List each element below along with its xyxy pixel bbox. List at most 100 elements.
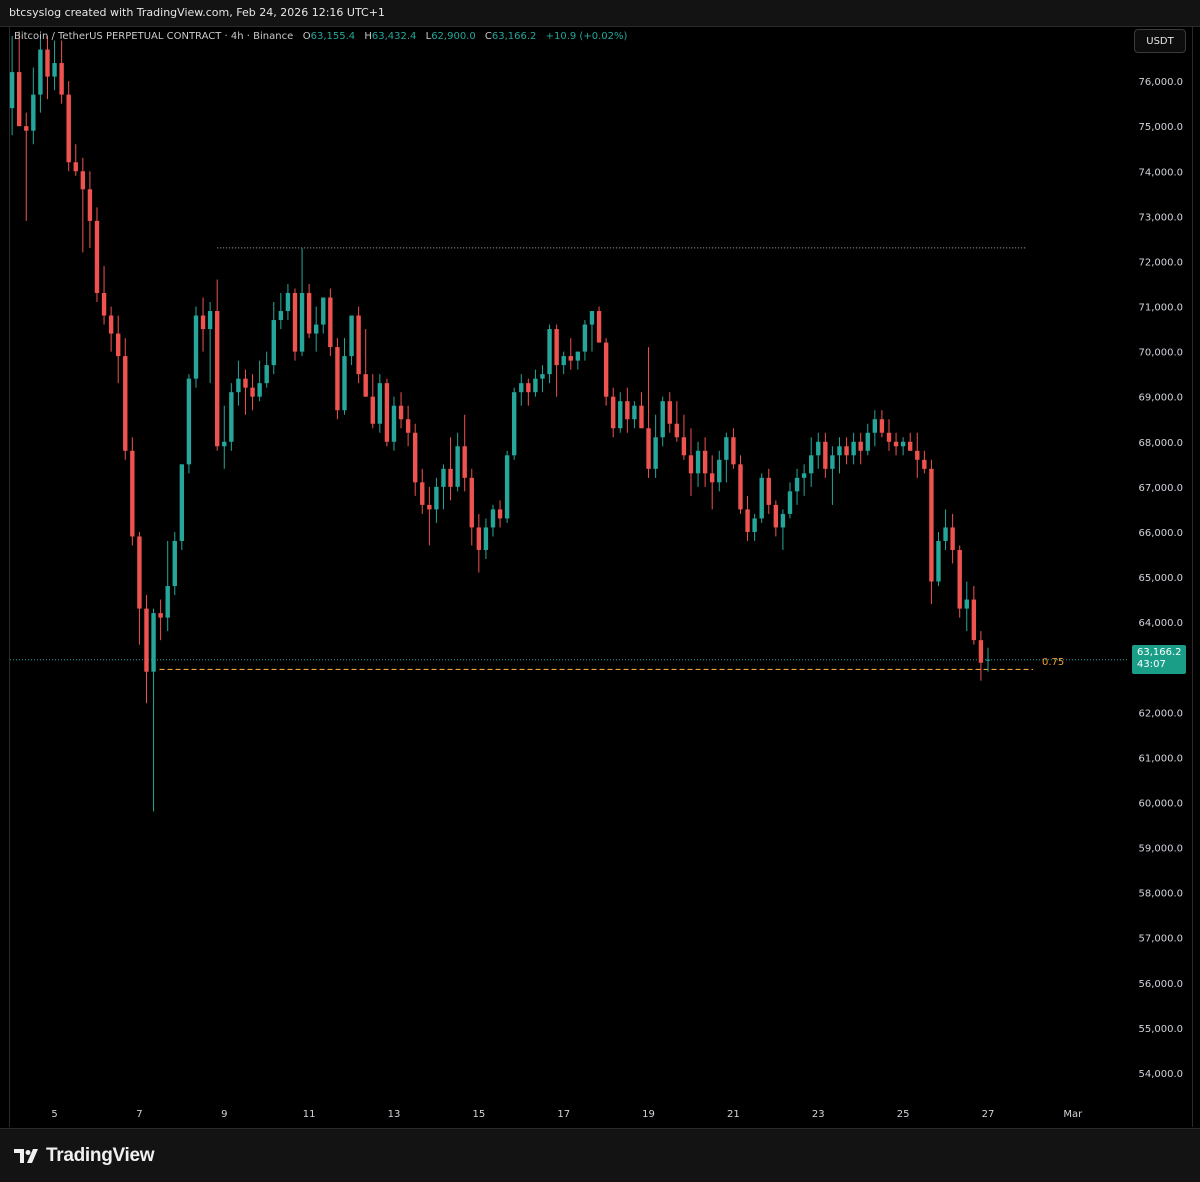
candle-body bbox=[759, 477, 764, 519]
candle-body bbox=[45, 49, 50, 77]
candle-body bbox=[130, 450, 135, 537]
candle-body bbox=[66, 94, 71, 163]
candle-body bbox=[314, 324, 319, 334]
candle-body bbox=[31, 94, 36, 131]
candle-body bbox=[207, 311, 213, 330]
candle-body bbox=[144, 608, 149, 672]
y-tick-label: 76,000.0 bbox=[1138, 77, 1183, 88]
high-label: H bbox=[364, 31, 372, 42]
candle-body bbox=[420, 482, 425, 505]
candle-body bbox=[844, 446, 849, 456]
candle-body bbox=[596, 311, 602, 343]
x-tick-label: 15 bbox=[472, 1109, 485, 1120]
candle-body bbox=[688, 455, 694, 474]
candle-body bbox=[957, 549, 962, 609]
candle-body bbox=[964, 599, 969, 609]
candle-body bbox=[299, 292, 305, 352]
candle-body bbox=[398, 405, 404, 420]
y-tick-label: 71,000.0 bbox=[1138, 303, 1183, 314]
currency-button[interactable]: USDT bbox=[1134, 29, 1186, 53]
candle-body bbox=[165, 586, 170, 618]
y-tick-label: 61,000.0 bbox=[1138, 753, 1183, 764]
candle-body bbox=[603, 342, 609, 397]
candle-body bbox=[215, 311, 220, 447]
candle-body bbox=[236, 378, 241, 393]
candle-body bbox=[9, 72, 15, 109]
candle-body bbox=[512, 392, 517, 456]
candle-body bbox=[674, 423, 680, 438]
candle-body bbox=[137, 536, 142, 609]
candle-body bbox=[476, 527, 482, 550]
candle-body bbox=[632, 405, 637, 420]
open-value: 63,155.4 bbox=[310, 31, 356, 42]
candle-body bbox=[278, 311, 284, 321]
candle-body bbox=[519, 383, 524, 393]
x-tick-label: 11 bbox=[303, 1109, 316, 1120]
candle-body bbox=[455, 446, 460, 487]
symbol-legend[interactable]: Bitcoin / TetherUS PERPETUAL CONTRACT · … bbox=[14, 31, 627, 42]
candle-body bbox=[469, 477, 474, 528]
candle-body bbox=[200, 315, 206, 330]
candle-body bbox=[243, 378, 248, 388]
candle-body bbox=[738, 464, 743, 510]
candle-body bbox=[413, 432, 418, 483]
candle-body bbox=[123, 356, 128, 451]
candle-body bbox=[851, 441, 856, 456]
candle-body bbox=[490, 509, 496, 528]
candle-body bbox=[108, 315, 114, 334]
candle-body bbox=[752, 518, 757, 532]
candlestick-chart[interactable]: 76,000.0 75,000.0 74,000.0 73,000.0 72,000.0… bbox=[0, 0, 1200, 1128]
candle-body bbox=[80, 171, 86, 190]
candle-body bbox=[582, 324, 588, 352]
open-label: O bbox=[302, 31, 311, 42]
candle-body bbox=[879, 419, 885, 433]
candle-body bbox=[766, 477, 771, 505]
candle-body bbox=[780, 513, 786, 528]
candle-body bbox=[773, 504, 779, 528]
candle-body bbox=[816, 441, 821, 456]
low-label: L bbox=[425, 31, 432, 42]
candle-body bbox=[306, 292, 312, 334]
top-bar: btcsyslog created with TradingView.com, … bbox=[0, 0, 1200, 27]
x-tick-label: 9 bbox=[221, 1109, 227, 1120]
candle-body bbox=[52, 63, 57, 77]
y-tick-label: 57,000.0 bbox=[1138, 934, 1183, 945]
candle-body bbox=[823, 441, 828, 469]
candle-body bbox=[533, 378, 538, 393]
candle-body bbox=[285, 292, 291, 312]
y-tick-label: 73,000.0 bbox=[1138, 212, 1183, 223]
candle-body bbox=[809, 455, 814, 474]
x-tick-label: 13 bbox=[388, 1109, 401, 1120]
candle-body bbox=[554, 329, 559, 366]
candle-body bbox=[17, 72, 22, 127]
candle-body bbox=[342, 356, 347, 411]
candle-body bbox=[667, 401, 672, 424]
candle-body bbox=[526, 383, 531, 393]
candle-body bbox=[830, 455, 835, 469]
candle-body bbox=[434, 486, 439, 510]
candle-body bbox=[653, 437, 658, 469]
candle-body bbox=[328, 297, 333, 348]
tradingview-logo[interactable]: TradingView bbox=[14, 1145, 155, 1167]
candle-body bbox=[370, 396, 375, 424]
symbol-name: Bitcoin / TetherUS PERPETUAL CONTRACT · … bbox=[14, 31, 294, 42]
candle-body bbox=[257, 383, 262, 397]
candle-body bbox=[985, 659, 991, 661]
candle-body bbox=[971, 599, 977, 641]
candle-body bbox=[101, 292, 107, 316]
y-tick-label: 67,000.0 bbox=[1138, 483, 1183, 494]
candle-body bbox=[731, 437, 736, 465]
candle-body bbox=[222, 441, 227, 447]
x-tick-label: 17 bbox=[557, 1109, 570, 1120]
candle-body bbox=[561, 356, 566, 366]
y-tick-label: 65,000.0 bbox=[1138, 573, 1183, 584]
candle-body bbox=[646, 428, 651, 469]
y-tick-label: 56,000.0 bbox=[1138, 979, 1183, 990]
candle-body bbox=[441, 468, 446, 487]
x-tick-label: 19 bbox=[642, 1109, 655, 1120]
candle-body bbox=[886, 432, 892, 442]
x-tick-label: Mar bbox=[1063, 1109, 1083, 1120]
candle-body bbox=[448, 468, 453, 487]
footer: TradingView bbox=[0, 1128, 1200, 1182]
x-tick-label: 23 bbox=[812, 1109, 825, 1120]
